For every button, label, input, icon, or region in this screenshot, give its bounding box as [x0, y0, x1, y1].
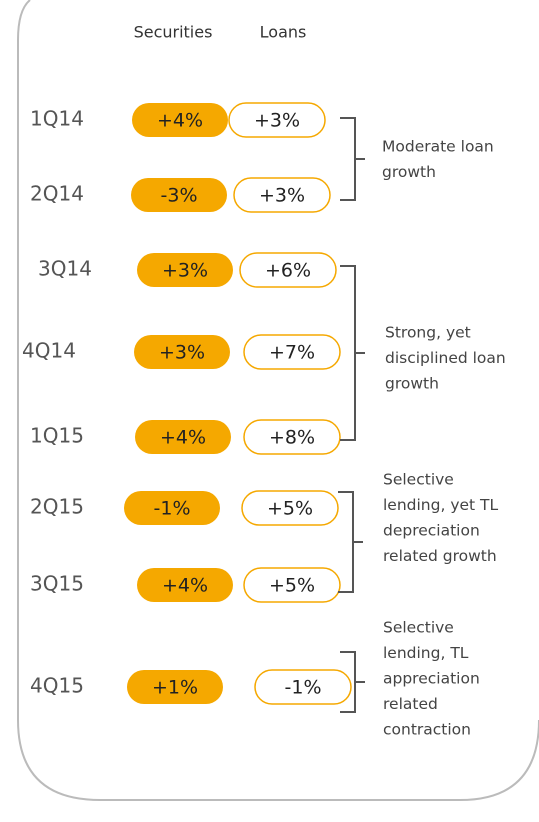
group-label: lending, TL — [383, 644, 469, 662]
quarter-label: 1Q14 — [30, 107, 84, 131]
securities-value: +3% — [159, 342, 205, 364]
group-label: related — [383, 695, 438, 713]
group-bracket — [340, 651, 365, 713]
securities-value: +4% — [157, 110, 203, 132]
loans-pill — [243, 334, 341, 370]
loans-pill — [243, 567, 341, 603]
loans-pill — [233, 177, 331, 213]
securities-pill — [137, 568, 233, 602]
quarter-label: 2Q15 — [30, 495, 84, 519]
panel-border — [17, 0, 539, 801]
group-label: growth — [382, 163, 436, 181]
loans-pill — [243, 419, 341, 455]
loans-header: Loans — [260, 23, 307, 42]
securities-pill — [124, 491, 220, 525]
securities-value: +4% — [160, 427, 206, 449]
group-bracket — [338, 491, 363, 593]
loans-value: +3% — [254, 110, 300, 132]
loans-value: +8% — [269, 427, 315, 449]
securities-header: Securities — [134, 23, 213, 42]
group-label: growth — [385, 375, 439, 393]
securities-value: +1% — [152, 677, 198, 699]
securities-value: -3% — [161, 185, 198, 207]
securities-pill — [131, 178, 227, 212]
quarter-label: 4Q14 — [22, 339, 76, 363]
group-label: related growth — [383, 547, 497, 565]
group-bracket — [340, 265, 365, 441]
securities-pill — [135, 420, 231, 454]
securities-value: +3% — [162, 260, 208, 282]
loans-pill — [254, 669, 352, 705]
securities-value: +4% — [162, 575, 208, 597]
loans-value: +5% — [267, 498, 313, 520]
group-label: contraction — [383, 721, 471, 739]
quarter-label: 2Q14 — [30, 182, 84, 206]
loans-value: -1% — [285, 677, 322, 699]
group-label: Strong, yet — [385, 324, 471, 342]
group-bracket — [340, 117, 365, 201]
securities-pill — [132, 103, 228, 137]
group-label: Selective — [383, 471, 454, 489]
loans-value: +7% — [269, 342, 315, 364]
securities-pill — [137, 253, 233, 287]
securities-value: -1% — [154, 498, 191, 520]
loans-pill — [241, 490, 339, 526]
securities-pill — [127, 670, 223, 704]
quarter-label: 1Q15 — [30, 424, 84, 448]
group-label: lending, yet TL — [383, 496, 499, 514]
loans-pill — [228, 102, 326, 138]
group-label: Selective — [383, 619, 454, 637]
group-label: disciplined loan — [385, 349, 506, 367]
group-label: depreciation — [383, 522, 480, 540]
loans-pill — [239, 252, 337, 288]
quarter-label: 3Q15 — [30, 572, 84, 596]
loans-value: +3% — [259, 185, 305, 207]
quarter-label: 3Q14 — [38, 257, 92, 281]
group-label: appreciation — [383, 670, 480, 688]
quarter-label: 4Q15 — [30, 674, 84, 698]
loans-value: +6% — [265, 260, 311, 282]
group-label: Moderate loan — [382, 138, 494, 156]
securities-pill — [134, 335, 230, 369]
loans-value: +5% — [269, 575, 315, 597]
